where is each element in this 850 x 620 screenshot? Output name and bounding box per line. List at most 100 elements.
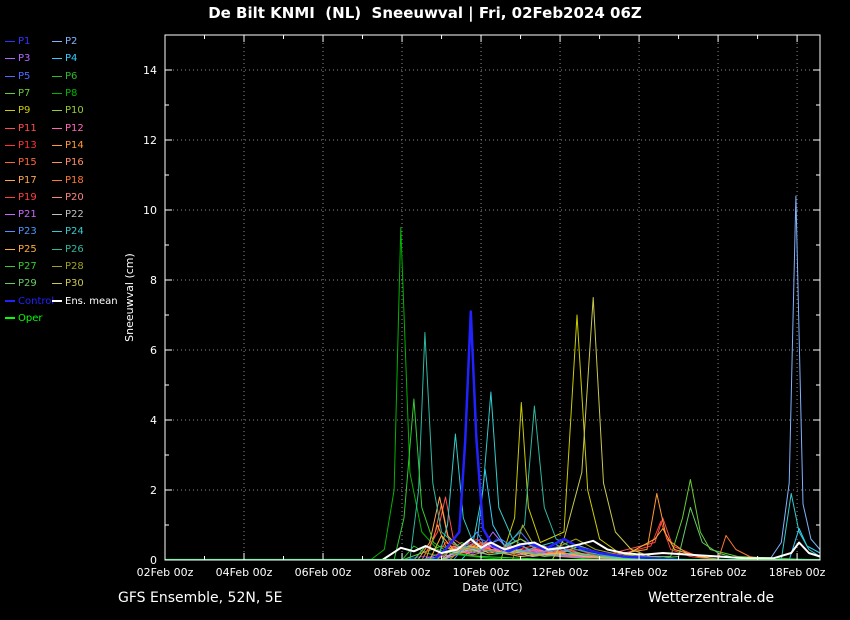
- legend-entry-p8: P8: [52, 85, 108, 102]
- y-axis-label: Sneeuwval (cm): [123, 253, 136, 342]
- legend-entry-p15: P15: [5, 154, 52, 171]
- legend-entry-oper: Oper: [5, 310, 52, 327]
- legend-entry-p6: P6: [52, 68, 108, 85]
- legend-label: Control: [18, 295, 55, 307]
- x-axis-label: Date (UTC): [462, 581, 522, 594]
- legend-color-dash: [52, 58, 62, 60]
- legend-color-dash: [5, 179, 15, 181]
- legend-label: P5: [18, 70, 31, 82]
- svg-text:10Feb 00z: 10Feb 00z: [453, 566, 510, 579]
- legend-color-dash: [52, 231, 62, 233]
- model-label: GFS Ensemble, 52N, 5E: [118, 590, 283, 606]
- series-line-p27: [165, 398, 820, 560]
- legend-color-dash: [5, 266, 15, 267]
- legend-entry-p9: P9: [5, 102, 52, 119]
- legend-label: P23: [18, 226, 37, 238]
- svg-text:14Feb 00z: 14Feb 00z: [611, 566, 668, 579]
- svg-text:18Feb 00z: 18Feb 00z: [769, 566, 826, 579]
- legend-entry-ens-mean: Ens. mean: [52, 292, 118, 309]
- svg-text:06Feb 00z: 06Feb 00z: [295, 566, 352, 579]
- legend-color-dash: [52, 110, 62, 112]
- legend-entry-p7: P7: [5, 85, 52, 102]
- legend-entry-p29: P29: [5, 275, 52, 292]
- legend-label: P11: [18, 122, 37, 134]
- legend-label: P13: [18, 139, 37, 151]
- legend-label: P2: [65, 36, 78, 48]
- legend-entry-control: Control: [5, 292, 55, 309]
- legend-label: P27: [18, 261, 37, 272]
- legend-color-dash: [5, 214, 15, 216]
- legend-entry-p14: P14: [52, 137, 108, 154]
- plot-frame: [164, 34, 821, 561]
- legend-label: P20: [65, 191, 84, 203]
- legend-color-dash: [52, 300, 62, 303]
- legend-label: P30: [65, 278, 84, 290]
- watermark-label: Wetterzentrale.de: [648, 590, 775, 606]
- svg-text:6: 6: [150, 344, 157, 357]
- svg-text:4: 4: [150, 414, 157, 427]
- legend-entry-p23: P23: [5, 223, 52, 240]
- svg-text:14: 14: [143, 64, 157, 77]
- series-line-p24: [165, 391, 820, 560]
- legend-entry-p22: P22: [52, 206, 108, 223]
- legend-color-dash: [52, 283, 62, 285]
- legend-label: P26: [65, 243, 84, 255]
- legend-label: Oper: [18, 312, 43, 324]
- svg-text:02Feb 00z: 02Feb 00z: [137, 566, 194, 579]
- svg-text:12: 12: [143, 134, 157, 147]
- legend-label: P24: [65, 226, 84, 238]
- legend-color-dash: [52, 144, 62, 146]
- legend-entry-p20: P20: [52, 189, 108, 206]
- legend-entry-p12: P12: [52, 119, 108, 136]
- legend-label: P18: [65, 174, 84, 186]
- series-lines: [165, 195, 820, 560]
- series-line-p8: [165, 227, 820, 560]
- svg-text:10: 10: [143, 204, 157, 217]
- legend-color-dash: [5, 93, 15, 95]
- legend-label: P28: [65, 261, 84, 272]
- legend-color-dash: [52, 162, 62, 164]
- legend-color-dash: [52, 179, 62, 181]
- svg-text:12Feb 00z: 12Feb 00z: [532, 566, 589, 579]
- legend-color-dash: [5, 300, 15, 303]
- legend-entry-p28: P28: [52, 258, 108, 275]
- legend: P1 P2 P3 P4 P5 P6 P7 P8 P9 P10 P11 P12 P13 P14 P15 P16 P…: [5, 33, 118, 327]
- series-line-p26: [165, 332, 820, 560]
- series-line-control: [165, 310, 820, 560]
- legend-entry-p5: P5: [5, 68, 52, 85]
- legend-color-dash: [5, 41, 15, 43]
- legend-entry-p19: P19: [5, 189, 52, 206]
- legend-entry-p2: P2: [52, 33, 108, 50]
- legend-color-dash: [5, 248, 15, 250]
- legend-label: P22: [65, 209, 84, 221]
- svg-text:8: 8: [150, 274, 157, 287]
- legend-label: P19: [18, 191, 37, 203]
- legend-color-dash: [52, 41, 62, 43]
- svg-text:08Feb 00z: 08Feb 00z: [374, 566, 431, 579]
- legend-color-dash: [5, 110, 15, 112]
- legend-entry-p25: P25: [5, 241, 52, 258]
- legend-label: P10: [65, 105, 84, 117]
- legend-entry-p16: P16: [52, 154, 108, 171]
- svg-text:0: 0: [150, 554, 157, 567]
- legend-color-dash: [5, 196, 15, 198]
- legend-entry-p4: P4: [52, 50, 108, 67]
- legend-color-dash: [52, 75, 62, 77]
- legend-entry-p1: P1: [5, 33, 52, 50]
- legend-label: P14: [65, 139, 84, 151]
- legend-color-dash: [5, 127, 15, 129]
- legend-entry-p11: P11: [5, 119, 52, 136]
- legend-entry-p26: P26: [52, 241, 108, 258]
- series-line-p2: [165, 195, 820, 560]
- axis-ticks: [164, 34, 820, 561]
- legend-entry-p27: P27: [5, 258, 52, 275]
- legend-label: P15: [18, 157, 37, 169]
- legend-color-dash: [5, 283, 15, 285]
- legend-color-dash: [52, 127, 62, 129]
- legend-label: P4: [65, 53, 78, 65]
- legend-color-dash: [52, 214, 62, 216]
- legend-label: P17: [18, 174, 37, 186]
- legend-label: P29: [18, 278, 37, 290]
